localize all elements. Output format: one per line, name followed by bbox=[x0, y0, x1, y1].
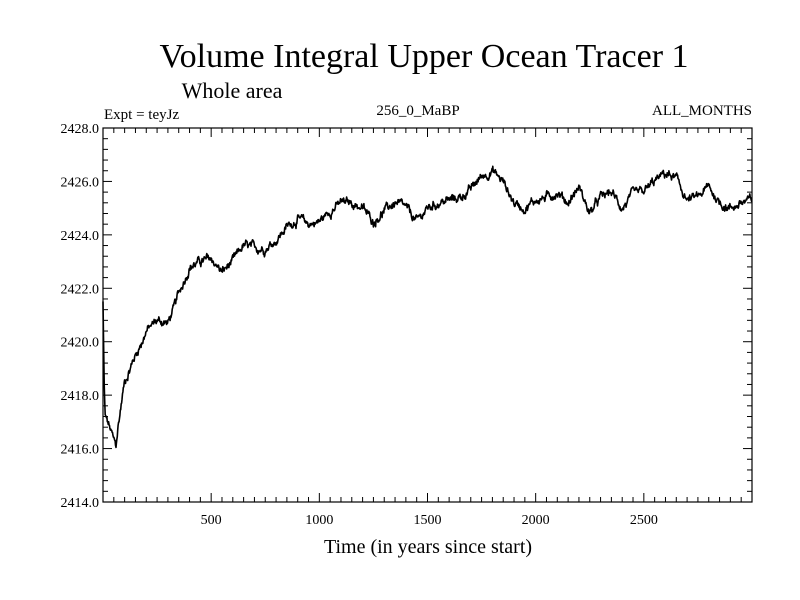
x-tick-label: 2500 bbox=[630, 513, 658, 528]
experiment-label: Expt = teyJz bbox=[104, 107, 179, 123]
plot-frame bbox=[102, 127, 753, 503]
months-label: ALL_MONTHS bbox=[652, 103, 752, 119]
axis-tick-labels: 500 1000 1500 2000 2500 2414.0 2416.0 2418.0 242… bbox=[61, 122, 658, 528]
axis-ticks bbox=[103, 128, 752, 502]
y-tick-label: 2424.0 bbox=[61, 229, 100, 244]
y-tick-label: 2422.0 bbox=[61, 282, 100, 297]
period-label: 256_0_MaBP bbox=[376, 103, 459, 119]
y-tick-label: 2428.0 bbox=[61, 122, 100, 137]
y-tick-label: 2420.0 bbox=[61, 336, 100, 351]
x-tick-label: 1000 bbox=[305, 513, 333, 528]
x-tick-label: 2000 bbox=[522, 513, 550, 528]
series-line bbox=[102, 165, 753, 449]
y-tick-label: 2416.0 bbox=[61, 443, 100, 458]
x-tick-label: 1500 bbox=[414, 513, 442, 528]
y-tick-label: 2418.0 bbox=[61, 389, 100, 404]
x-axis-label: Time (in years since start) bbox=[324, 536, 532, 558]
x-tick-label: 500 bbox=[201, 513, 222, 528]
y-tick-label: 2414.0 bbox=[61, 496, 100, 511]
chart-title: Volume Integral Upper Ocean Tracer 1 bbox=[159, 38, 688, 75]
chart-subtitle: Whole area bbox=[182, 78, 283, 103]
y-tick-label: 2426.0 bbox=[61, 175, 100, 190]
